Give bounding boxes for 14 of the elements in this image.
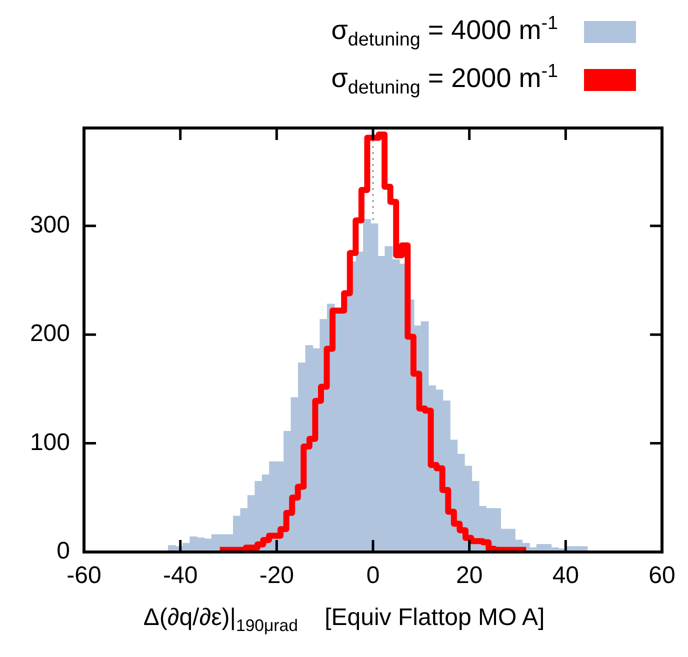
y-tick-label: 200 bbox=[30, 320, 70, 348]
x-tick-label: 60 bbox=[648, 562, 676, 590]
legend-label: σ$_{detuning}$ = 4000 m$^{-1}$ bbox=[331, 12, 558, 52]
x-tick-label: 0 bbox=[366, 562, 380, 590]
x-tick-label: -40 bbox=[162, 562, 198, 590]
y-tick-label: 300 bbox=[30, 211, 70, 238]
x-tick-label: -20 bbox=[259, 562, 294, 590]
x-tick-label: 20 bbox=[456, 562, 483, 590]
x-tick-label: 40 bbox=[552, 562, 580, 590]
text: Δ(∂q/∂ε)|$_{190μrad}$ [Equiv Flattop MO A] bbox=[143, 604, 545, 635]
y-tick-label: 0 bbox=[56, 538, 70, 565]
legend-label: σ$_{detuning}$ = 2000 m$^{-1}$ bbox=[331, 60, 558, 100]
y-tick-label: 100 bbox=[30, 428, 70, 456]
x-tick-label: -60 bbox=[66, 562, 102, 590]
